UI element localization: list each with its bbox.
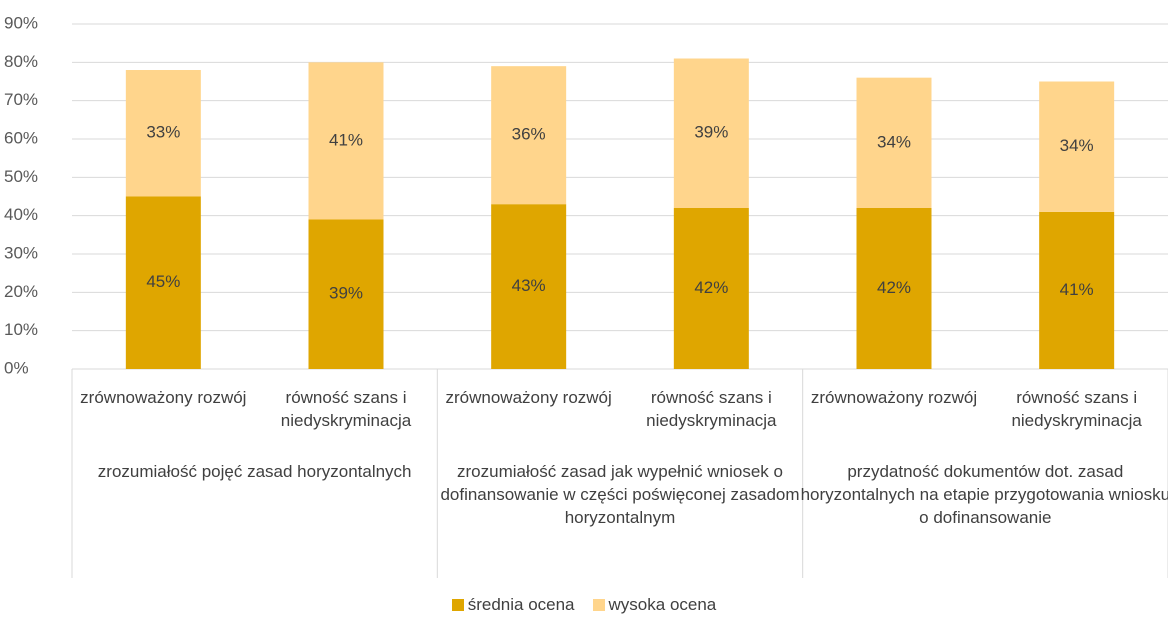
x-tick-label: równość szans i niedyskryminacja [280, 388, 412, 430]
data-label: 41% [1060, 280, 1094, 299]
x-tick-label: równość szans i niedyskryminacja [646, 388, 777, 430]
y-tick-label: 40% [4, 205, 38, 224]
data-label: 42% [877, 278, 911, 297]
x-tick-label: zrównoważony rozwój [445, 388, 612, 407]
data-label: 41% [329, 130, 363, 149]
data-label: 39% [694, 123, 728, 142]
data-label: 45% [146, 272, 180, 291]
data-label: 39% [329, 284, 363, 303]
bar-segment [673, 208, 749, 369]
data-label: 43% [512, 276, 546, 295]
y-tick-label: 10% [4, 320, 38, 339]
y-tick-label: 0% [4, 358, 29, 377]
y-tick-label: 30% [4, 243, 38, 262]
legend-swatch [451, 599, 464, 611]
bar-segment [491, 204, 567, 369]
x-tick-label: zrównoważony rozwój [80, 388, 247, 407]
y-tick-label: 80% [4, 52, 38, 71]
bar-segment [308, 62, 384, 220]
y-tick-label: 70% [4, 90, 38, 109]
data-label: 34% [1060, 136, 1094, 155]
y-tick-label: 50% [4, 167, 38, 186]
legend-label: średnia ocena [467, 595, 575, 614]
legend-swatch [592, 599, 605, 611]
legend-item: wysoka ocena [592, 595, 717, 615]
bar-segment [125, 70, 201, 197]
bar-segment [673, 58, 749, 208]
bar-segment [856, 208, 932, 369]
legend-item: średnia ocena [451, 595, 575, 615]
bar-segment [308, 219, 384, 369]
data-label: 42% [694, 278, 728, 297]
group-label: zrozumiałość pojęć zasad horyzontalnych [97, 462, 412, 481]
data-label: 34% [877, 132, 911, 151]
data-label: 33% [146, 123, 180, 142]
x-tick-label: równość szans i niedyskryminacja [1011, 388, 1142, 430]
bar-segment [1039, 81, 1115, 212]
group-label: przydatność dokumentów dot. zasad horyzo… [800, 462, 1168, 527]
legend: średnia ocena wysoka ocena [0, 595, 1168, 615]
data-label: 36% [512, 125, 546, 144]
bar-segment [491, 66, 567, 205]
legend-label: wysoka ocena [608, 595, 717, 614]
y-tick-label: 60% [4, 128, 38, 147]
x-tick-label: zrównoważony rozwój [810, 388, 978, 407]
bar-segment [125, 196, 201, 369]
group-label: zrozumiałość zasad jak wypełnić wniosek … [440, 462, 800, 527]
bar-segment [856, 77, 932, 209]
bar-segment [1039, 211, 1115, 369]
y-tick-label: 90% [4, 13, 38, 32]
y-tick-label: 20% [4, 282, 38, 301]
